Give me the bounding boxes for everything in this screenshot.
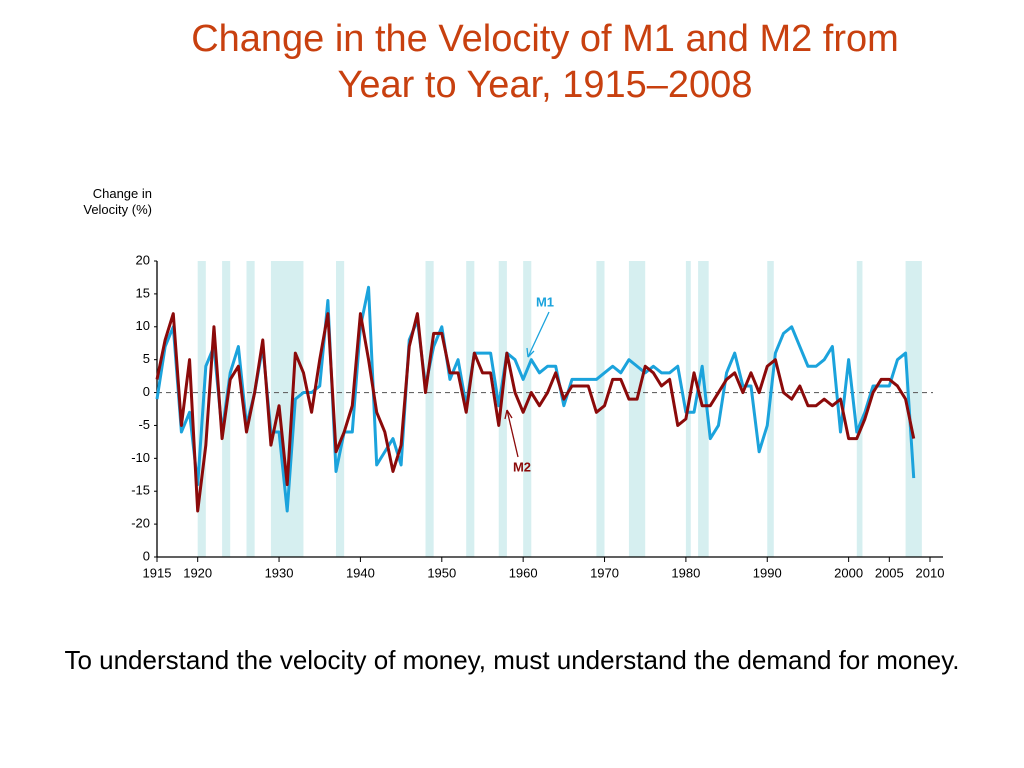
x-tick-label: 1990 xyxy=(753,565,782,580)
x-tick-label: 1970 xyxy=(590,565,619,580)
x-tick-label: 1960 xyxy=(509,565,538,580)
chart: 20 15 10 5 0 -5 -10 -15 -20 0 1915 1920 1930 1940 1950… xyxy=(131,252,944,580)
recession-band xyxy=(425,261,434,557)
annotation: M2 xyxy=(513,459,531,474)
x-tick-label: 1920 xyxy=(183,565,212,580)
y-tick-label: 10 xyxy=(136,318,150,333)
y-tick-label: 15 xyxy=(136,285,150,300)
recession-band xyxy=(856,261,863,557)
y-tick-label: -20 xyxy=(131,516,150,531)
slide-title: Change in the Velocity of M1 and M2 from… xyxy=(191,18,899,106)
x-tick-label: 1950 xyxy=(427,565,456,580)
y-tick-label: -10 xyxy=(131,450,150,465)
x-tick-label: 2010 xyxy=(916,565,945,580)
recession-band xyxy=(466,261,475,557)
x-tick-label: 1915 xyxy=(143,565,172,580)
recession-band xyxy=(628,261,646,557)
axis-layer: 20 15 10 5 0 -5 -10 -15 -20 0 1915 1920 1930 1940 1950… xyxy=(131,252,944,580)
x-tick-label: 2005 xyxy=(875,565,904,580)
line-layer xyxy=(155,285,916,513)
recession-band xyxy=(523,261,532,557)
annotation-arrow xyxy=(527,311,550,358)
arrow-head xyxy=(526,347,535,358)
series-line xyxy=(155,312,916,513)
y-tick-label: 0 xyxy=(143,548,150,563)
recession-band xyxy=(336,261,345,557)
y-tick-label: 5 xyxy=(143,351,150,366)
y-tick-label: 0 xyxy=(143,384,150,399)
annotation-arrow xyxy=(506,409,519,458)
x-tick-label: 1940 xyxy=(346,565,375,580)
caption: To understand the velocity of money, mus… xyxy=(64,645,960,675)
recession-band xyxy=(905,261,922,557)
x-tick-label: 2000 xyxy=(834,565,863,580)
x-tick-label: 1930 xyxy=(265,565,294,580)
y-tick-label: 20 xyxy=(136,252,150,267)
x-tick-label: 1980 xyxy=(671,565,700,580)
recession-band xyxy=(498,261,507,557)
recession-band xyxy=(270,261,304,557)
y-axis-label: Change in Velocity (%) xyxy=(83,186,152,217)
annotation: M1 xyxy=(536,294,554,309)
y-tick-label: -15 xyxy=(131,483,150,498)
series-line xyxy=(155,285,916,513)
y-tick-label: -5 xyxy=(138,417,150,432)
shading-layer xyxy=(197,261,922,557)
arrow-head xyxy=(504,409,513,420)
recession-band xyxy=(698,261,709,557)
